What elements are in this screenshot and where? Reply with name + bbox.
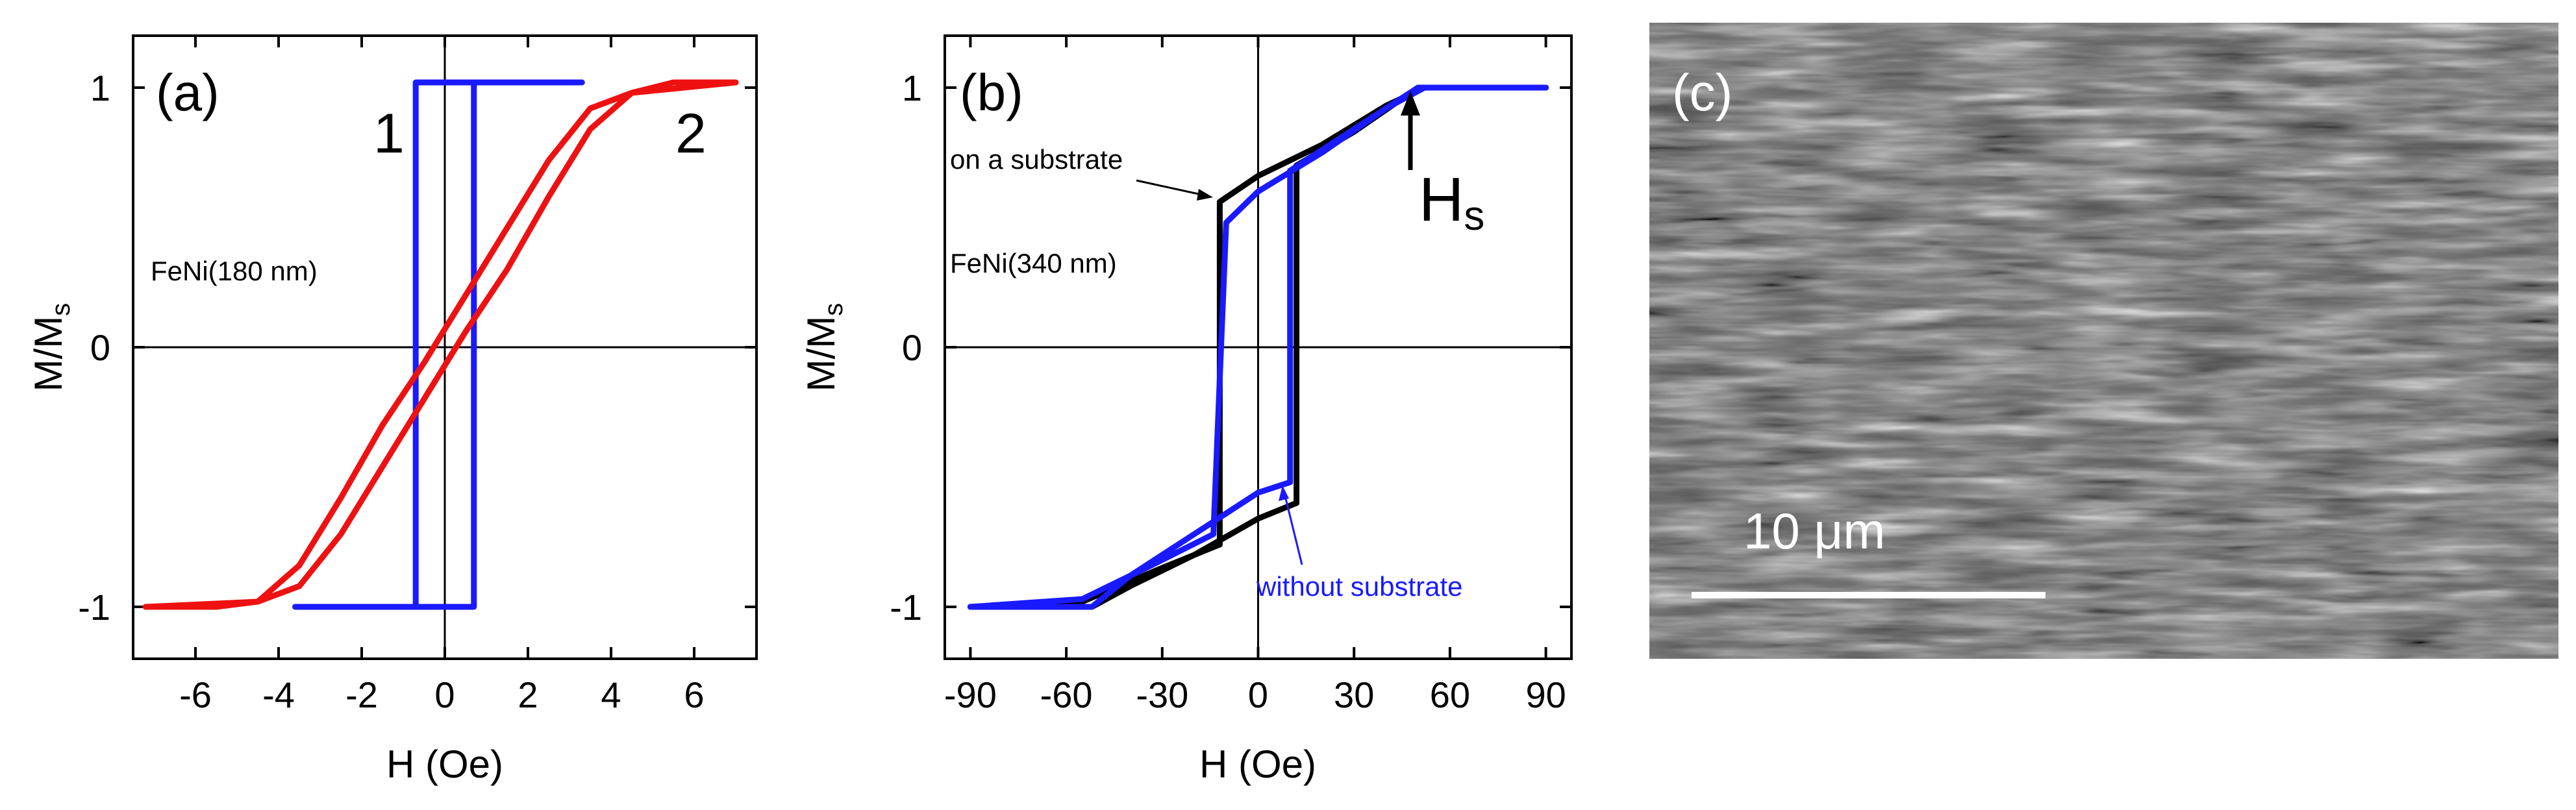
panel-a-y-tick-label: -1	[78, 587, 110, 628]
panel-a-y-axis-title-main: M/M	[27, 316, 70, 392]
panel-c-domain-image: (c) 10 μm	[1649, 23, 2558, 659]
panel-b-x-tick-label: 30	[1334, 674, 1374, 715]
panel-a-y-tick-label: 0	[90, 327, 110, 368]
panel-a-series-2-descending-branch	[142, 79, 739, 610]
panel-b-ticks	[945, 36, 1571, 659]
panel-b-series-2-descending-branch	[967, 84, 1549, 610]
panel-a-x-tick-label: 0	[434, 674, 455, 715]
panel-a-label: (a)	[156, 64, 219, 121]
panel-a-y-axis-title-sub: s	[47, 303, 75, 316]
panel-a-y-tick-labels: -1 0 1	[78, 68, 110, 628]
panel-b-arrow-on-substrate	[1136, 179, 1208, 197]
panel-a-x-tick-label: 6	[684, 674, 704, 715]
panel-a-ticks	[133, 36, 757, 659]
panel-b-hs-label-sub: s	[1464, 192, 1484, 239]
panel-b-y-tick-label: 1	[902, 68, 922, 108]
panel-b-x-tick-label: -30	[1136, 674, 1188, 715]
panel-a-x-tick-label: 2	[518, 674, 538, 715]
panel-b-label: (b)	[960, 64, 1023, 121]
panel-c-scale-bar-label: 10 μm	[1744, 502, 1885, 559]
panel-b-y-axis-title: M/Ms	[799, 303, 848, 392]
panel-a-sample-annotation: FeNi(180 nm)	[151, 256, 318, 286]
panel-a-x-tick-label: 4	[601, 674, 621, 715]
panel-a-chart: -6 -4 -2 0 2 4 6 -1 0 1 (a) 1 2 FeNi(180 nm) H (…	[27, 34, 758, 786]
panel-b-x-tick-label: 0	[1248, 674, 1268, 715]
svg-text:M/Ms: M/Ms	[27, 303, 75, 392]
panel-b-x-tick-label: 60	[1430, 674, 1470, 715]
panel-a-series-2-ascending-branch	[142, 79, 739, 610]
panel-a-series-1-descending-branch	[292, 79, 585, 610]
panel-a-y-axis-title: M/Ms	[27, 303, 75, 392]
panel-b-x-tick-label: 90	[1525, 674, 1566, 715]
panel-a-x-tick-label: -2	[345, 674, 378, 715]
panel-c-scale-bar	[1692, 592, 2045, 598]
panel-b-curves	[967, 84, 1549, 610]
panel-b-x-tick-label: -90	[944, 674, 997, 715]
panel-b-chart: -90 -60 -30 0 30 60 90 -1 0 1 (b) on a substrate…	[799, 34, 1573, 786]
panel-a-curve-2-label: 2	[675, 103, 707, 165]
panel-b-arrow-without-substrate	[1283, 493, 1303, 565]
panel-b-y-tick-label: -1	[890, 587, 922, 628]
panel-b-hs-label: Hs	[1419, 165, 1484, 239]
panel-b-arrowhead-on-substrate	[1197, 189, 1213, 201]
panel-a-y-tick-label: 1	[90, 68, 110, 108]
panel-a-curves	[142, 79, 739, 610]
panel-b-y-axis-title-sub: s	[819, 303, 848, 316]
panel-b-hs-arrowhead	[1401, 91, 1420, 116]
panel-c-label: (c)	[1672, 64, 1732, 121]
panel-a-zero-lines	[133, 36, 757, 659]
panel-b-annotation-without-substrate: without substrate	[1256, 571, 1463, 602]
panel-b-zero-lines	[945, 36, 1571, 659]
panel-b-x-tick-labels: -90 -60 -30 0 30 60 90	[944, 674, 1566, 715]
panel-b-y-tick-labels: -1 0 1	[890, 68, 922, 628]
panel-b-y-tick-label: 0	[902, 327, 922, 368]
panel-a-x-tick-label: -6	[179, 674, 212, 715]
panel-b-x-axis-title: H (Oe)	[1199, 742, 1316, 786]
svg-text:M/Ms: M/Ms	[799, 303, 848, 392]
panel-b-sample-annotation: FeNi(340 nm)	[950, 248, 1117, 278]
panel-b-annotation-on-substrate: on a substrate	[950, 144, 1123, 175]
panel-b-arrowhead-without-substrate	[1279, 485, 1289, 501]
panel-b-y-axis-title-main: M/M	[799, 316, 843, 392]
panel-b-hs-label-main: H	[1419, 165, 1464, 234]
panel-a-x-tick-label: -4	[262, 674, 295, 715]
panel-a-curve-1-label: 1	[373, 103, 405, 165]
panel-a-x-tick-labels: -6 -4 -2 0 2 4 6	[179, 674, 704, 715]
panel-a-x-axis-title: H (Oe)	[386, 742, 503, 786]
panel-b-x-tick-label: -60	[1040, 674, 1093, 715]
panel-c-stripe-domains	[1649, 23, 2558, 659]
